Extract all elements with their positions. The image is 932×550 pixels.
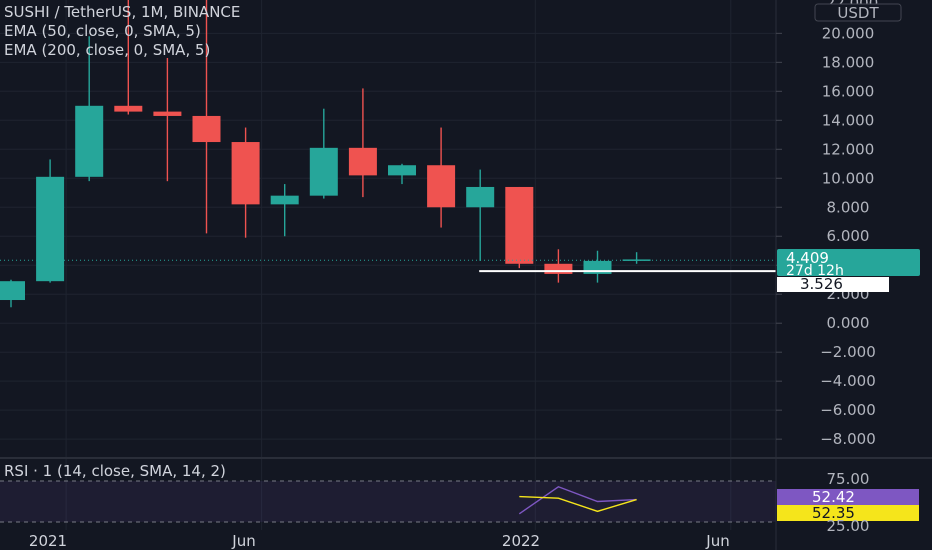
rsi-legend[interactable]: RSI · 1 (14, close, SMA, 14, 2) [4,462,226,480]
price-tick-label: −4.000 [820,372,876,390]
price-tick-label: 20.000 [822,24,875,42]
price-levels [0,259,776,273]
candle-body [544,263,573,274]
time-tick-label: 2022 [502,532,540,550]
candle-body [36,176,65,282]
currency-badge[interactable] [814,3,902,22]
price-tick-label: −8.000 [820,430,876,448]
candle-body [309,147,338,196]
rsi-top-label: 75.00 [827,470,870,488]
rsi-ma-label: 52.35 [812,504,855,522]
rsi-value-badge [777,489,919,505]
candle-body [153,111,182,116]
candle-body [348,147,377,176]
candle-body [114,105,143,112]
time-tick-label: Jun [705,532,729,550]
level-price-badge [777,277,889,292]
price-tick-label: 14.000 [822,111,875,129]
price-tick-label: 10.000 [822,169,875,187]
candle-body [0,281,25,301]
last-price-label: 4.409 [786,249,829,267]
countdown-label: 27d 12h [786,263,844,279]
time-tick-label: Jun [231,532,255,550]
symbol-legend[interactable]: SUSHI / TetherUS, 1M, BINANCE [4,3,241,21]
ema50-legend[interactable]: EMA (50, close, 0, SMA, 5) [4,22,201,40]
price-tick-label: 16.000 [822,82,875,100]
rsi-value-label: 52.42 [812,488,855,506]
price-tick-label: −6.000 [820,401,876,419]
rsi-bottom-label: 25.00 [827,517,870,535]
candle-body [427,165,456,208]
level-price-label: 3.526 [800,275,843,293]
time-axis[interactable]: 2021 Jun 2022 Jun [29,532,730,550]
price-tick-label: 6.000 [827,227,870,245]
rsi-series [518,485,637,515]
price-tick-label: 12.000 [822,140,875,158]
last-price-badge [777,249,920,276]
ema200-legend[interactable]: EMA (200, close, 0, SMA, 5) [4,41,211,59]
rsi-line [518,485,637,515]
candle-body [231,142,260,205]
candle-body [466,186,495,208]
candle-body [75,105,104,177]
candle-body [192,115,221,143]
time-tick-label: 2021 [29,532,67,550]
rsi-band [0,481,776,522]
candlestick-series [0,0,651,308]
price-tick-label: −2.000 [820,343,876,361]
price-tick-label: 0.000 [827,314,870,332]
candle-body [388,165,416,176]
candle-body [505,186,534,264]
rsi-ma-badge [777,505,919,521]
price-tick-label: 8.000 [827,198,870,216]
chart-grid [0,0,776,530]
price-tick-label: 18.000 [822,53,875,71]
rsi-ma-line [519,495,637,513]
currency-label: USDT [837,4,879,22]
price-axis[interactable]: −8.000−6.000−4.000−2.0000.0002.0004.0006… [776,24,876,448]
candle-body [270,195,299,205]
